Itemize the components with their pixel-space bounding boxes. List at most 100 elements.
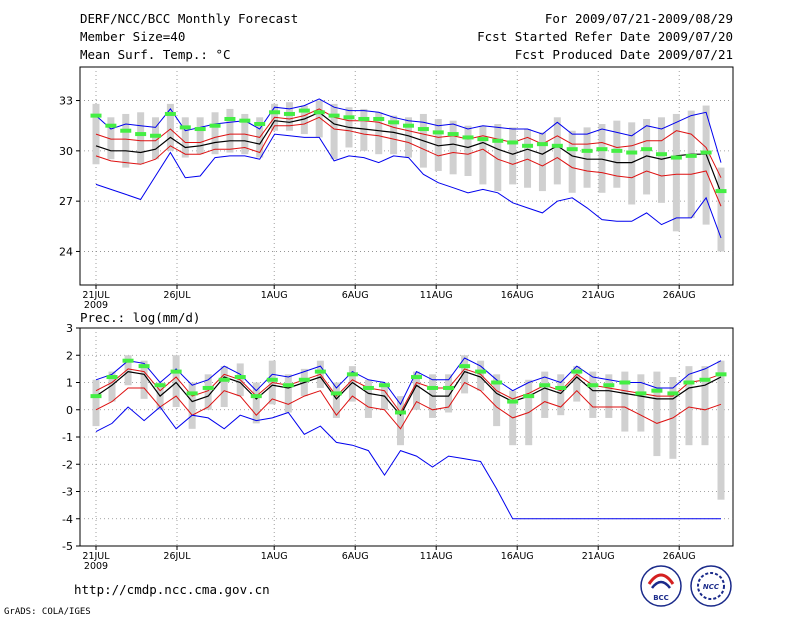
temp-spread-box (628, 122, 636, 205)
bcc-logo-arc-blue (651, 580, 671, 589)
prec-xtick-label: 6AUG (342, 551, 369, 562)
temp-obs-mark (343, 115, 355, 120)
temp-obs-mark (417, 127, 429, 132)
prec-obs-mark (411, 375, 423, 380)
temp-spread-box (181, 117, 189, 158)
temp-spread-box (687, 110, 695, 218)
prec-obs-mark (138, 364, 150, 369)
prec-spread-box (140, 360, 148, 399)
temp-obs-mark (313, 110, 325, 115)
prec-spread-box (188, 382, 196, 429)
temp-spread-box (449, 120, 457, 175)
prec-obs-mark (603, 383, 615, 388)
prec-obs-mark (346, 372, 358, 377)
temp-ytick-label: 30 (59, 145, 73, 158)
temp-spread-box (643, 118, 651, 195)
prec-obs-mark (250, 394, 262, 399)
prec-min-line (95, 406, 721, 520)
temp-spread-box (583, 127, 591, 188)
temp-spread-box (211, 112, 219, 155)
temp-spread-box (598, 124, 606, 193)
prec-ytick-label: -3 (62, 486, 73, 499)
temp-obs-mark (388, 120, 400, 125)
prec-ytick-label: 1 (66, 377, 73, 390)
temp-obs-mark (536, 142, 548, 147)
prec-obs-mark (186, 391, 198, 396)
temp-obs-mark (596, 147, 608, 152)
temp-frame (79, 66, 734, 286)
prec-spread-box (364, 379, 372, 418)
prec-spread-box (172, 355, 180, 408)
prec-obs-mark (507, 399, 519, 404)
temp-obs-mark (715, 189, 727, 194)
temp-obs-mark (566, 147, 578, 152)
temp-xtick-year: 2009 (84, 300, 108, 311)
prec-spread-box (348, 366, 356, 402)
prec-spread-box (541, 371, 549, 418)
prec-obs-mark (635, 391, 647, 396)
prec-obs-mark (266, 377, 278, 382)
prec-spread-box (220, 366, 228, 408)
temp-spread-box (464, 125, 472, 176)
source-url[interactable]: http://cmdp.ncc.cma.gov.cn (74, 582, 270, 597)
prec-obs-mark (122, 358, 134, 363)
temp-spread-box (702, 105, 710, 225)
bcc-logo-arc-red (647, 573, 675, 585)
prec-ytick-label: -2 (62, 458, 73, 471)
temp-spread-box (315, 100, 323, 138)
prec-obs-mark (378, 383, 390, 388)
prec-spread-box (252, 382, 260, 424)
temp-obs-mark (224, 116, 236, 121)
temp-obs-mark (581, 148, 593, 153)
prec-ytick-label: 3 (66, 322, 73, 335)
temp-obs-mark (164, 111, 176, 116)
prec-spread-box (332, 382, 340, 418)
prec-obs-mark (202, 385, 214, 390)
temp-spread-box (405, 117, 412, 158)
temp-spread-box (300, 105, 308, 135)
temp-xtick-label: 26AUG (663, 290, 696, 301)
temp-obs-mark (194, 127, 206, 132)
forecast-period: For 2009/07/21-2009/08/29 (545, 11, 733, 26)
prec-xtick-label: 16AUG (501, 551, 534, 562)
prec-spread-box (413, 371, 421, 410)
temp-mean-line (95, 111, 722, 194)
temp-spread-box (553, 117, 561, 185)
prec-mean-line (95, 370, 722, 417)
prec-ytick-label: 2 (66, 349, 73, 362)
temp-spread-box (509, 127, 517, 185)
temp-obs-mark (328, 113, 340, 118)
bcc-logo-text: BCC (653, 594, 669, 602)
temp-obs-mark (641, 147, 653, 152)
temp-spread-box (166, 103, 174, 151)
ncc-logo-globe (697, 572, 725, 600)
temp-obs-mark (358, 116, 370, 121)
temp-obs-mark (239, 118, 251, 123)
prec-spread-box (92, 379, 100, 427)
prec-obs-mark (619, 380, 631, 385)
temp-spread-box (137, 112, 145, 165)
temp-obs-mark (120, 128, 132, 133)
prec-spread-box (396, 396, 404, 446)
temp-xtick-label: 11AUG (420, 290, 453, 301)
temp-xtick-label: 26JUL (163, 290, 191, 301)
prec-xtick-label: 21AUG (582, 551, 615, 562)
prec-obs-mark (314, 369, 326, 374)
temp-spread-box (285, 102, 293, 131)
prec-ytick-label: 0 (66, 404, 73, 417)
temp-spread-box (672, 113, 680, 232)
temp-obs-mark (135, 132, 147, 137)
prec-obs-mark (491, 380, 503, 385)
temp-obs-mark (403, 123, 414, 128)
temp-spread-box (330, 103, 338, 160)
prec-xtick-label: 11AUG (420, 551, 453, 562)
temp-obs-mark (298, 108, 310, 113)
prec-obs-mark (330, 391, 342, 396)
prec-spread-box (445, 374, 453, 413)
prec-obs-mark (154, 383, 166, 388)
prec-obs-mark (699, 377, 711, 382)
temp-spread-box (524, 129, 532, 188)
prec-obs-mark (571, 369, 583, 374)
